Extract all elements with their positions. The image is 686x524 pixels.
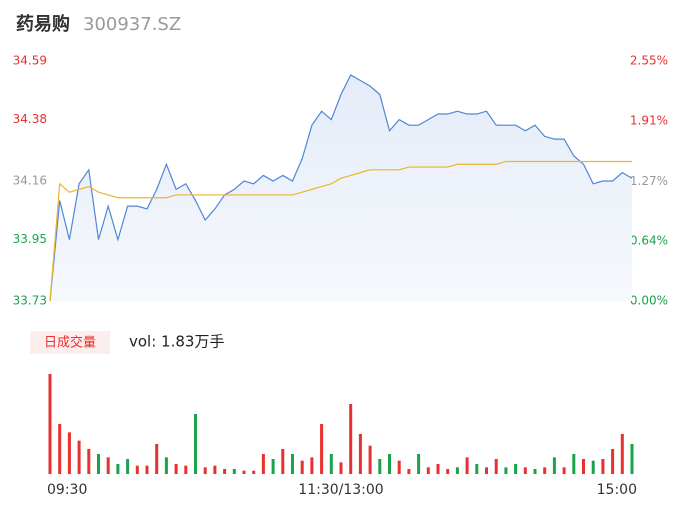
volume-bar <box>135 465 139 474</box>
average-line <box>49 160 632 302</box>
volume-bar <box>232 469 236 474</box>
volume-bar <box>242 470 246 474</box>
y2-tick-label: 1.91% <box>630 114 668 128</box>
volume-bar <box>349 404 353 474</box>
volume-bar <box>630 444 634 474</box>
volume-bar <box>562 467 566 474</box>
volume-bar <box>426 467 430 474</box>
volume-bar <box>67 432 71 474</box>
y-tick-label: 34.16 <box>13 174 47 188</box>
volume-bar <box>388 454 391 474</box>
volume-bar <box>494 459 498 474</box>
volume-bar <box>310 457 314 474</box>
y-tick-label: 34.59 <box>13 54 47 68</box>
volume-bar <box>223 469 227 474</box>
y2-tick-label: 1.27% <box>630 174 668 188</box>
volume-bar <box>611 449 615 474</box>
price-line <box>49 74 633 302</box>
volume-bar <box>116 464 120 474</box>
y2-tick-label: 0.64% <box>630 233 668 247</box>
stock-code: 300937.SZ <box>83 14 181 35</box>
volume-bar <box>174 464 178 474</box>
volume-bar <box>485 467 488 474</box>
volume-bar <box>465 457 469 474</box>
x-tick-label: 09:30 <box>47 482 87 498</box>
volume-bar <box>106 457 110 474</box>
volume-bar <box>552 457 556 474</box>
volume-bar <box>300 460 304 474</box>
volume-bar <box>58 424 62 474</box>
volume-bar <box>407 469 411 474</box>
volume-bar <box>261 454 265 474</box>
volume-bar <box>48 374 52 474</box>
volume-label-bg <box>30 331 110 354</box>
volume-bar <box>271 459 275 474</box>
volume-bar <box>368 445 372 474</box>
volume-bar <box>620 434 624 474</box>
x-tick-label: 11:30/13:00 <box>298 482 383 498</box>
volume-bar <box>572 454 576 474</box>
volume-label: 日成交量 <box>44 335 96 351</box>
volume-bar <box>77 440 81 474</box>
volume-bar <box>97 454 100 474</box>
y2-tick-label: 2.55% <box>630 54 668 68</box>
volume-bar <box>543 467 547 474</box>
y2-tick-label: 0.00% <box>630 294 668 308</box>
volume-bar <box>145 465 149 474</box>
volume-bar <box>397 460 401 474</box>
x-tick-label: 15:00 <box>597 482 637 498</box>
volume-bar <box>281 449 285 474</box>
volume-bar <box>213 465 217 474</box>
volume-bar <box>514 464 518 474</box>
y-tick-label: 33.73 <box>13 294 47 308</box>
volume-bar <box>582 459 585 474</box>
volume-bar <box>126 459 130 474</box>
volume-bar <box>291 454 294 474</box>
volume-bar <box>164 457 168 474</box>
volume-bar <box>436 464 440 474</box>
volume-bar <box>455 467 459 474</box>
volume-bar <box>601 459 605 474</box>
price-area <box>50 74 632 301</box>
y-tick-label: 34.38 <box>13 112 47 126</box>
volume-bar <box>475 464 479 474</box>
volume-bar <box>87 449 91 474</box>
volume-bar <box>504 467 508 474</box>
volume-bar <box>320 424 324 474</box>
volume-bar <box>203 467 207 474</box>
volume-bar <box>523 467 527 474</box>
volume-bar <box>358 434 362 474</box>
volume-bar <box>339 462 343 474</box>
volume-bar <box>252 470 256 474</box>
volume-bar <box>446 469 450 474</box>
volume-bar <box>329 454 333 474</box>
volume-bar <box>184 465 188 474</box>
volume-bar <box>591 460 595 474</box>
volume-bar <box>417 454 421 474</box>
volume-bar <box>155 444 159 474</box>
volume-bar <box>378 459 382 474</box>
y-tick-label: 33.95 <box>13 232 47 246</box>
volume-bar <box>194 414 197 474</box>
volume-bar <box>533 469 537 474</box>
volume-total: vol: 1.83万手 <box>129 333 224 351</box>
stock-name: 药易购 <box>16 13 70 35</box>
